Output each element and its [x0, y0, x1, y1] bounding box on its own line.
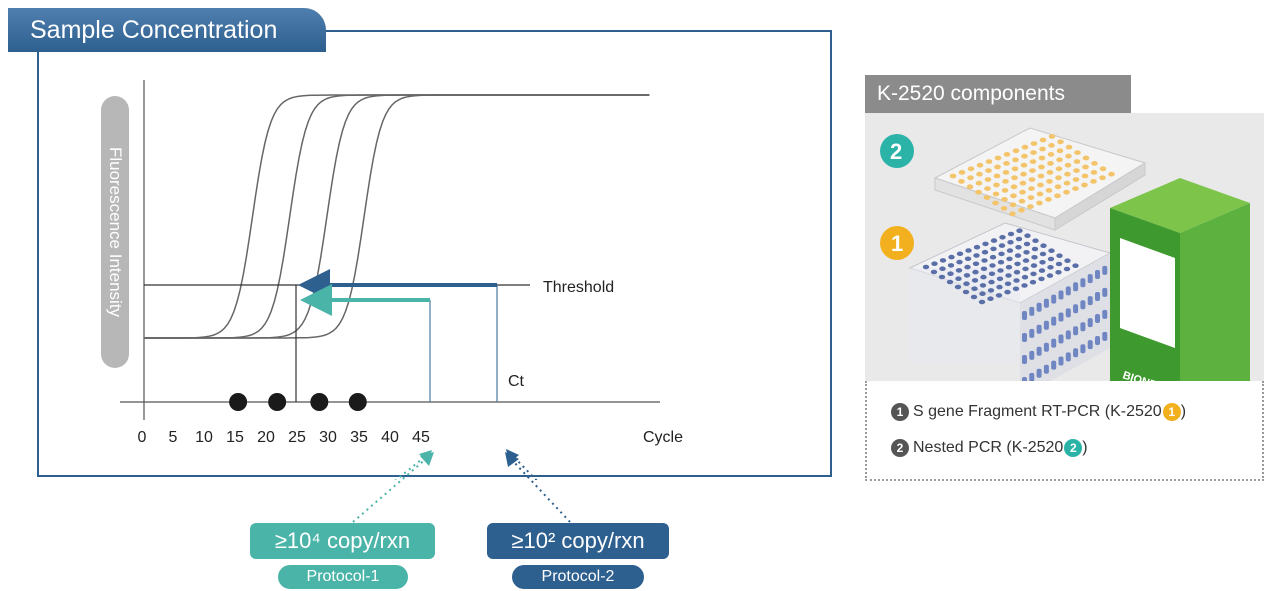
ct-marker-1: [229, 393, 248, 411]
ct-marker-4: [348, 393, 367, 411]
legend-item-2-text: Nested PCR (K-2520: [913, 439, 1064, 456]
ct-label: Ct: [508, 373, 525, 390]
plate-2-badge: [880, 134, 914, 168]
plate-2: [933, 127, 1147, 231]
legend-item-2: 2 Nested PCR (K-2520 2 ): [891, 439, 1088, 457]
protocol-1-name: Protocol-1: [278, 565, 408, 589]
x-axis-label: Cycle: [643, 429, 683, 446]
components-photo: BIONEER 2 1: [865, 113, 1264, 423]
legend-item-2-close: ): [1082, 439, 1088, 456]
y-axis-label-pill: [101, 96, 129, 368]
x-tick-label: 25: [288, 429, 306, 446]
legend-item-1-number: 1: [891, 403, 909, 421]
qpcr-chart: Threshold Ct 0 5 10 15 20 25 30 35 40 45 Cycle: [120, 80, 683, 480]
x-tick-label: 20: [257, 429, 275, 446]
protocol-2-name: Protocol-2: [512, 565, 644, 589]
ct-marker-2: [268, 393, 287, 411]
protocol-1-value: ≥10⁴ copy/rxn: [250, 523, 435, 559]
legend-item-2-badge: 2: [1064, 439, 1083, 457]
ct-markers: [229, 393, 367, 411]
protocol-2-value: ≥10² copy/rxn: [487, 523, 669, 559]
components-header: K-2520 components: [865, 75, 1131, 113]
x-tick-label: 45: [412, 429, 430, 446]
x-tick-labels: 0 5 10 15 20 25 30 35 40 45: [138, 429, 430, 446]
plate-1-badge: [880, 226, 914, 260]
legend-item-1: 1 S gene Fragment RT-PCR (K-2520 1 ): [891, 403, 1186, 421]
pointer-overlay: [352, 452, 571, 523]
plate-2-badge-num: 2: [890, 139, 902, 164]
legend-item-1-text: S gene Fragment RT-PCR (K-2520: [913, 403, 1162, 420]
amplification-curve-4: [144, 94, 650, 339]
protocol-1-pointer: [394, 454, 428, 480]
ct-marker-3: [310, 393, 329, 411]
chart-title: Sample Concentration: [8, 8, 326, 52]
x-tick-label: 5: [169, 429, 178, 446]
legend-item-1-badge: 1: [1162, 403, 1181, 421]
x-tick-label: 30: [319, 429, 337, 446]
legend-item-1-close: ): [1180, 403, 1187, 420]
plate-1-stack: [908, 222, 1112, 398]
x-tick-label: 10: [195, 429, 213, 446]
legend-item-2-number: 2: [891, 439, 909, 457]
components-legend: 1 S gene Fragment RT-PCR (K-2520 1 ) 2 N…: [865, 381, 1264, 481]
x-tick-label: 40: [381, 429, 399, 446]
threshold-label: Threshold: [543, 279, 614, 296]
kit-box: BIONEER: [1110, 178, 1250, 423]
x-tick-label: 35: [350, 429, 368, 446]
kit-illustration: BIONEER 2 1: [880, 127, 1250, 423]
chart-panel: [37, 30, 832, 477]
amplification-curves: [144, 94, 650, 339]
x-tick-label: 15: [226, 429, 244, 446]
plate-1-badge-num: 1: [891, 231, 903, 256]
x-tick-label: 0: [138, 429, 147, 446]
